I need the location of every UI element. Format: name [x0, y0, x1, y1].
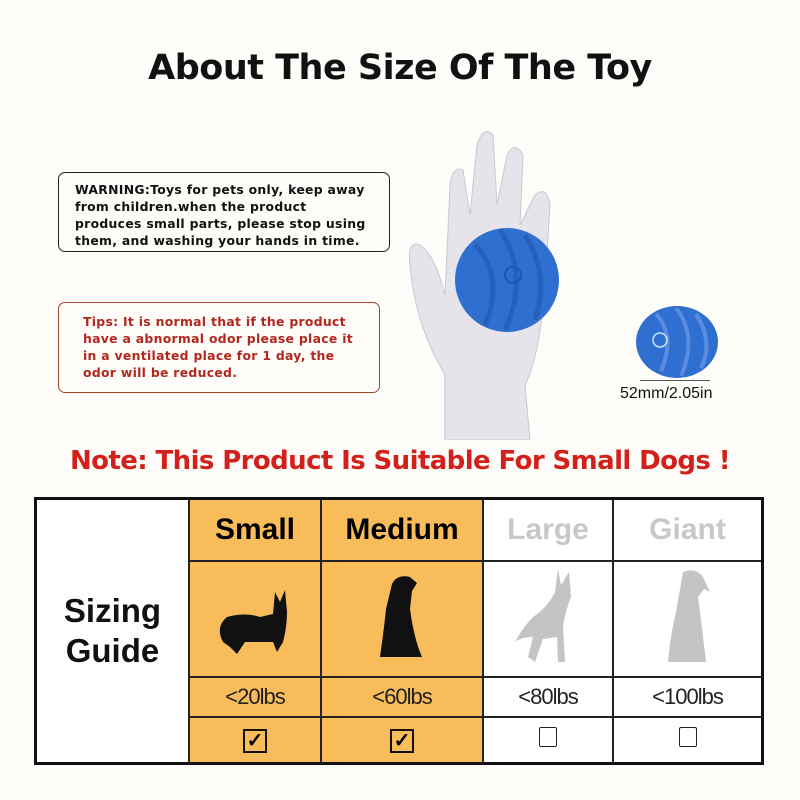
sitting-dog-silhouette-icon — [320, 560, 484, 678]
sizing-guide-label: Sizing Guide — [34, 497, 190, 765]
checkbox-small-checked: ✓ — [243, 729, 267, 753]
sizing-guide-table: Sizing Guide Small Medium Large Giant <20… — [34, 497, 764, 765]
weight-medium: <60lbs — [320, 676, 484, 718]
header-small: Small — [188, 497, 322, 562]
hand-with-ball-image — [409, 131, 559, 440]
label-line-1: Sizing — [63, 592, 162, 629]
corgi-silhouette-icon — [188, 560, 322, 678]
checkbox-large-unchecked — [539, 727, 557, 747]
shepherd-silhouette-icon — [482, 560, 614, 678]
header-large: Large — [482, 497, 614, 562]
header-giant: Giant — [612, 497, 764, 562]
label-line-2: Guide — [65, 632, 160, 669]
checkbox-medium-checked: ✓ — [390, 729, 414, 753]
checkbox-giant-unchecked — [678, 727, 697, 747]
weight-small: <20lbs — [188, 676, 322, 718]
weight-giant: <100lbs — [612, 676, 764, 718]
large-dog-silhouette-icon — [612, 560, 764, 678]
tips-box: Tips: It is normal that if the product h… — [58, 302, 380, 393]
warning-box: WARNING:Toys for pets only, keep away fr… — [58, 172, 390, 252]
weight-large: <80lbs — [482, 676, 614, 718]
page-title: About The Size Of The Toy — [148, 48, 652, 88]
dimension-line — [640, 380, 710, 381]
ball-icon — [636, 306, 718, 378]
suitability-note: Note: This Product Is Suitable For Small… — [69, 446, 731, 476]
header-medium: Medium — [320, 497, 484, 562]
dimension-label: 52mm/2.05in — [620, 385, 713, 402]
